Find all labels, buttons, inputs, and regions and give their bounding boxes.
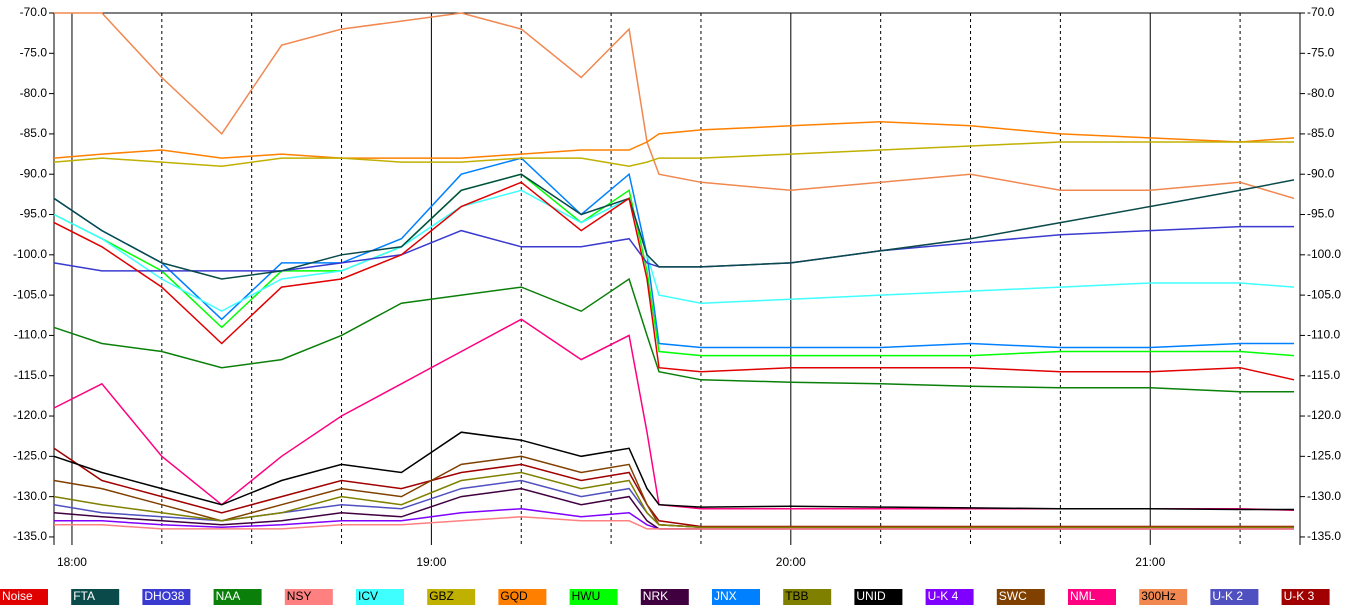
- series-line: [53, 157, 1294, 349]
- y-tick-label: -75.0: [20, 45, 48, 59]
- legend-swatch: [1281, 589, 1330, 605]
- legend-label: TBB: [785, 589, 808, 603]
- y-tick-label: -130.0: [13, 489, 47, 503]
- legend-label: JNX: [714, 589, 737, 603]
- legend-label: ICV: [358, 589, 378, 603]
- legend-swatch: [1210, 589, 1259, 605]
- legend-swatch: [427, 589, 476, 605]
- series-line: [54, 516, 1294, 530]
- legend-label: FTA: [73, 589, 95, 603]
- y2-tick-label: -125.0: [1307, 449, 1341, 463]
- legend-label: SWC: [999, 589, 1027, 603]
- y2-tick-label: -135.0: [1307, 529, 1341, 543]
- legend-swatch: [569, 589, 618, 605]
- legend-label: UNID: [856, 589, 886, 603]
- legend-swatch: [498, 589, 547, 605]
- legend-swatch: [996, 589, 1045, 605]
- series-line: [53, 121, 1295, 159]
- legend-label: NAA: [216, 589, 241, 603]
- legend-swatch: [640, 589, 689, 605]
- legend-label: Noise: [2, 589, 33, 603]
- legend-label: DHO38: [144, 589, 184, 603]
- x-tick-label: 20:00: [776, 555, 806, 569]
- series-line: [53, 431, 1294, 511]
- y-tick-label: -110.0: [14, 328, 47, 342]
- y2-tick-label: -120.0: [1307, 408, 1341, 422]
- y2-tick-label: -100.0: [1307, 247, 1341, 261]
- series-line: [53, 277, 1294, 393]
- legend-label: U-K 3: [1284, 589, 1315, 603]
- legend-swatch: [71, 589, 120, 605]
- legend-swatch: [783, 589, 832, 605]
- y-tick-label: -80.0: [20, 86, 48, 100]
- y2-tick-label: -90.0: [1307, 166, 1335, 180]
- legend-label: 300Hz: [1141, 589, 1176, 603]
- legend-label: U-K 2: [1212, 589, 1243, 603]
- series-line: [53, 225, 1294, 272]
- legend-label: NML: [1070, 589, 1096, 603]
- series-line: [53, 189, 1295, 313]
- series-line: [53, 181, 1295, 381]
- series-line: [53, 141, 1294, 167]
- legend-swatch: [142, 589, 191, 605]
- y-tick-label: -85.0: [20, 126, 48, 140]
- y2-tick-label: -115.0: [1307, 368, 1340, 382]
- x-tick-label: 21:00: [1135, 555, 1165, 569]
- y-tick-label: -135.0: [13, 529, 47, 543]
- y-tick-label: -90.0: [20, 166, 48, 180]
- series-line: [53, 479, 1294, 529]
- series-line: [53, 447, 1294, 528]
- legend-swatch: [712, 589, 760, 605]
- legend-swatch: [854, 589, 903, 605]
- y2-tick-label: -70.0: [1307, 5, 1335, 19]
- x-tick-label: 19:00: [416, 555, 446, 569]
- y2-tick-label: -75.0: [1307, 45, 1335, 59]
- series-line: [53, 173, 1295, 357]
- legend-label: GQD: [500, 589, 528, 603]
- y-tick-label: -105.0: [13, 287, 47, 301]
- series-line: [53, 471, 1294, 529]
- y2-tick-label: -80.0: [1307, 86, 1335, 100]
- y-tick-label: -120.0: [13, 408, 47, 422]
- y2-tick-label: -130.0: [1307, 489, 1341, 503]
- legend-label: HWU: [572, 589, 601, 603]
- series-line: [54, 12, 1295, 200]
- y-tick-label: -115.0: [14, 368, 47, 382]
- y2-tick-label: -110.0: [1307, 328, 1340, 342]
- series-line: [53, 455, 1294, 529]
- y-tick-label: -100.0: [13, 247, 47, 261]
- legend-swatch: [925, 589, 974, 605]
- legend-label: U-K 4: [928, 589, 959, 603]
- legend-label: GBZ: [429, 589, 454, 603]
- legend-swatch: [284, 589, 333, 605]
- y-tick-label: -95.0: [20, 207, 48, 221]
- y-tick-label: -125.0: [13, 449, 47, 463]
- legend-swatch: [1139, 589, 1188, 605]
- y2-tick-label: -85.0: [1307, 126, 1335, 140]
- y2-tick-label: -95.0: [1307, 207, 1335, 221]
- legend-swatch: [213, 589, 262, 605]
- legend-label: NRK: [643, 589, 668, 603]
- legend-swatch: [356, 589, 404, 605]
- legend-swatch: [1068, 589, 1116, 605]
- x-tick-label: 18:00: [57, 555, 87, 569]
- legend-label: NSY: [287, 589, 312, 603]
- legend-swatch: [0, 589, 48, 605]
- y2-tick-label: -105.0: [1307, 287, 1341, 301]
- y-tick-label: -70.0: [20, 5, 48, 19]
